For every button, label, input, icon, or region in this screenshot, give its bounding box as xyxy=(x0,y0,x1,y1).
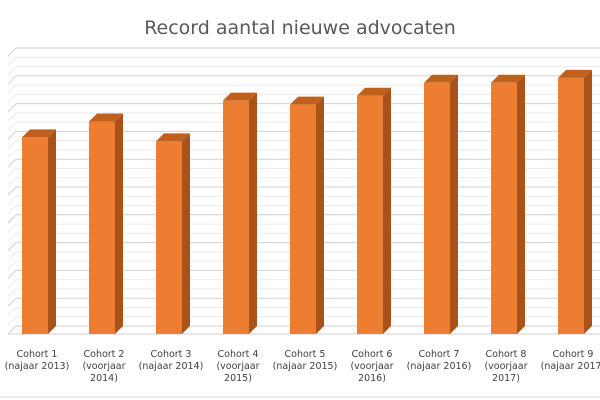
gridline-depth xyxy=(7,168,17,177)
gridline-depth xyxy=(7,112,17,122)
x-tick-label: (najaar 2016) xyxy=(407,361,472,372)
gridline-depth xyxy=(7,149,17,159)
bar-side xyxy=(517,74,525,335)
gridline-depth xyxy=(7,56,17,66)
gridline-depth xyxy=(7,158,17,168)
bar-top xyxy=(424,74,458,83)
chart-title: Record aantal nieuwe advocaten xyxy=(144,17,456,39)
bar-front xyxy=(156,141,182,334)
x-tick-label: (voorjaar xyxy=(350,361,393,372)
x-tick-label: (voorjaar xyxy=(484,361,527,372)
x-tick-label: 2015) xyxy=(224,373,252,384)
bar-top xyxy=(156,133,190,142)
bar-front xyxy=(223,100,249,334)
bar-top xyxy=(223,92,257,101)
gridline-depth xyxy=(7,279,17,289)
gridline-depth xyxy=(7,93,17,103)
bar xyxy=(223,92,257,334)
bar-front xyxy=(89,121,115,335)
x-tick-label: 2017) xyxy=(492,373,520,384)
x-tick-label: Cohort 1 xyxy=(17,349,58,360)
x-tick-label: Cohort 5 xyxy=(285,349,326,360)
x-tick-labels: Cohort 1(najaar 2013)Cohort 2(voorjaar20… xyxy=(5,349,600,384)
gridline-depth xyxy=(7,325,17,335)
gridline-depth xyxy=(7,177,17,187)
bar-top xyxy=(290,96,324,105)
x-tick-label: (najaar 2015) xyxy=(273,361,338,372)
bar xyxy=(491,74,525,335)
bar-side xyxy=(182,133,190,334)
gridline-depth xyxy=(7,297,17,307)
bar-front xyxy=(22,137,48,334)
gridline-depth xyxy=(7,307,17,316)
bar-top xyxy=(491,74,525,83)
gridline-depth xyxy=(7,140,17,150)
bar-side xyxy=(450,74,458,335)
gridline-depth xyxy=(7,214,17,224)
bar xyxy=(357,87,391,334)
bar-front xyxy=(558,77,584,334)
bar-top xyxy=(357,87,391,96)
x-tick-label: Cohort 9 xyxy=(553,349,594,360)
gridline-depth xyxy=(7,316,17,326)
x-tick-label: (voorjaar xyxy=(82,361,125,372)
x-tick-label: Cohort 8 xyxy=(486,349,527,360)
gridline-depth xyxy=(7,47,17,57)
bar-side xyxy=(584,69,592,334)
bar xyxy=(290,96,324,335)
bar-side xyxy=(316,96,324,335)
gridline-depth xyxy=(7,288,17,298)
bars xyxy=(22,69,592,335)
gridline-depth xyxy=(7,242,17,251)
gridline-depth xyxy=(7,131,17,140)
x-tick-label: (najaar 2017) xyxy=(541,361,600,372)
x-tick-label: (voorjaar xyxy=(216,361,259,372)
x-tick-label: Cohort 2 xyxy=(84,349,125,360)
bar-top xyxy=(22,129,56,138)
gridline-depth xyxy=(7,84,17,94)
bar xyxy=(424,74,458,335)
bar-front xyxy=(424,82,450,334)
x-tick-label: (najaar 2014) xyxy=(139,361,204,372)
gridline-depth xyxy=(7,103,17,112)
gridline-depth xyxy=(7,251,17,261)
x-tick-label: (najaar 2013) xyxy=(5,361,70,372)
gridline-depth xyxy=(7,205,17,214)
bar-front xyxy=(290,104,316,335)
gridline-depth xyxy=(7,186,17,196)
bar-top xyxy=(558,69,592,78)
bar-front xyxy=(357,95,383,334)
x-tick-label: 2016) xyxy=(358,373,386,384)
bar xyxy=(156,133,190,334)
x-tick-label: Cohort 6 xyxy=(352,349,393,360)
x-tick-label: Cohort 3 xyxy=(151,349,192,360)
gridline-depth xyxy=(7,260,17,270)
x-tick-label: 2014) xyxy=(90,373,118,384)
gridline-depth xyxy=(7,223,17,233)
bar-front xyxy=(491,82,517,334)
bar xyxy=(89,113,123,335)
gridline-depth xyxy=(7,232,17,242)
gridline-depth xyxy=(7,270,17,279)
gridline-depth xyxy=(7,75,17,85)
gridline-depth xyxy=(7,121,17,131)
x-tick-label: Cohort 7 xyxy=(419,349,460,360)
bar-side xyxy=(48,129,56,334)
bar xyxy=(22,129,56,334)
gridline-depth xyxy=(7,66,17,75)
gridline-depth xyxy=(7,195,17,205)
bar xyxy=(558,69,592,334)
bar-top xyxy=(89,113,123,122)
bar-side xyxy=(115,113,123,335)
bar-side xyxy=(249,92,257,334)
x-tick-label: Cohort 4 xyxy=(218,349,259,360)
bar-side xyxy=(383,87,391,334)
